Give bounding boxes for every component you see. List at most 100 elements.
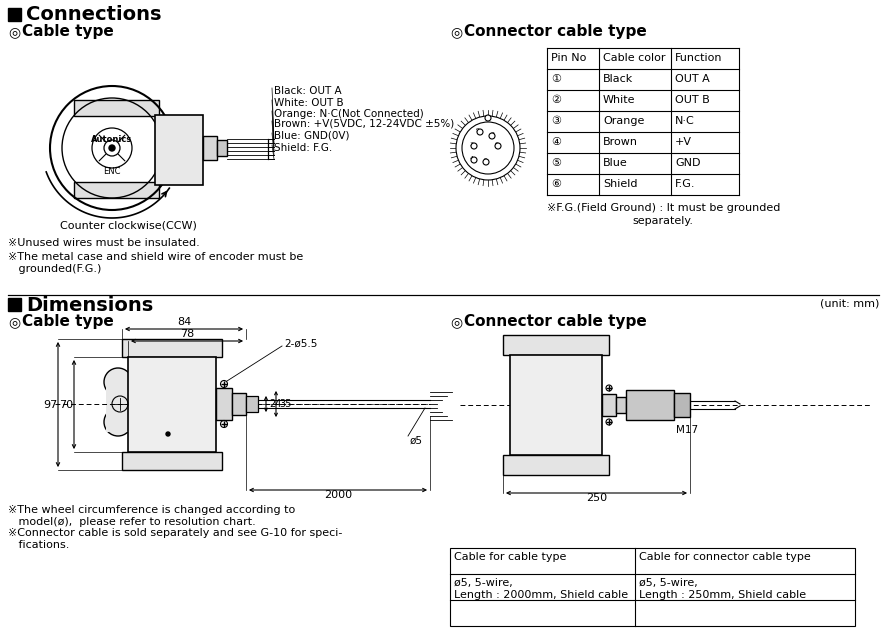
Text: 2000: 2000 [323,490,352,500]
Text: Cable color: Cable color [602,53,664,63]
Text: Blue: Blue [602,158,627,168]
Bar [449,548,854,626]
Bar [502,455,609,475]
Text: 35: 35 [279,399,291,409]
Text: 84: 84 [176,317,190,327]
Text: F.G.: F.G. [674,179,695,189]
Bar [122,452,222,470]
Text: Connector cable type: Connector cable type [463,314,646,329]
Text: ①: ① [550,74,560,84]
Text: ※F.G.(Field Ground) : It must be grounded: ※F.G.(Field Ground) : It must be grounde… [547,203,780,213]
Text: Brown: +V(5VDC, 12-24VDC ±5%): Brown: +V(5VDC, 12-24VDC ±5%) [274,119,454,129]
Text: Cable type: Cable type [22,314,113,329]
Text: Shield: Shield [602,179,637,189]
Text: ※The wheel circumference is changed according to
   model(ø),  please refer to r: ※The wheel circumference is changed acco… [8,505,295,527]
Bar [203,136,217,160]
Text: +V: +V [674,137,691,147]
Bar [106,377,128,432]
Text: Shield: F.G.: Shield: F.G. [274,143,332,153]
Bar [502,335,609,355]
Text: 6: 6 [494,141,498,147]
Text: Autonics: Autonics [91,136,133,145]
Bar [232,393,245,415]
Text: 9: 9 [476,127,479,132]
Circle shape [488,133,494,139]
Circle shape [166,432,170,436]
Text: ø5, 5-wire,
Length : 2000mm, Shield cable: ø5, 5-wire, Length : 2000mm, Shield cabl… [454,578,627,599]
Circle shape [470,157,477,163]
Text: OUT A: OUT A [674,74,709,84]
Bar [128,357,216,452]
Text: ②: ② [550,95,560,105]
Text: ※Connector cable is sold separately and see G-10 for speci-
   fications.: ※Connector cable is sold separately and … [8,528,342,550]
Bar [8,298,21,311]
Text: Connections: Connections [26,5,161,24]
Text: Counter clockwise(CCW): Counter clockwise(CCW) [60,220,197,230]
Text: ◎: ◎ [8,25,20,39]
Circle shape [485,115,491,121]
Circle shape [104,408,132,436]
Text: Black: OUT A: Black: OUT A [274,86,341,96]
Text: ④: ④ [550,137,560,147]
Text: GND: GND [674,158,700,168]
Text: Brown: Brown [602,137,637,147]
Circle shape [483,159,488,165]
Text: ø5: ø5 [409,436,423,446]
Bar [74,182,159,198]
Text: ※The metal case and shield wire of encoder must be
   grounded(F.G.): ※The metal case and shield wire of encod… [8,252,303,274]
Circle shape [104,368,132,396]
Text: ◎: ◎ [8,315,20,329]
Text: 24: 24 [268,399,281,409]
Text: ø5, 5-wire,
Length : 250mm, Shield cable: ø5, 5-wire, Length : 250mm, Shield cable [638,578,805,599]
Bar [245,396,258,412]
Text: Black: Black [602,74,633,84]
Circle shape [470,143,477,149]
Text: ◎: ◎ [449,315,462,329]
Text: 250: 250 [586,493,606,503]
Text: Dimensions: Dimensions [26,296,153,315]
Text: 4: 4 [470,155,473,161]
Text: N·C: N·C [674,116,694,126]
Text: Blue: GND(0V): Blue: GND(0V) [274,131,349,141]
Text: 2-ø5.5: 2-ø5.5 [284,339,317,349]
Text: ※Unused wires must be insulated.: ※Unused wires must be insulated. [8,238,199,248]
Text: ENC: ENC [103,168,120,176]
Bar [74,100,159,116]
Circle shape [455,116,519,180]
Text: Cable type: Cable type [22,24,113,39]
Bar [602,394,615,416]
Bar [122,339,222,357]
Text: Cable for cable type: Cable for cable type [454,552,566,562]
Text: Connector cable type: Connector cable type [463,24,646,39]
Circle shape [494,143,501,149]
Text: (unit: mm): (unit: mm) [819,298,878,308]
Text: Function: Function [674,53,722,63]
Text: Cable for connector cable type: Cable for connector cable type [638,552,810,562]
Bar [155,115,203,185]
Text: 5: 5 [484,157,487,162]
Text: Orange: N·C(Not Connected): Orange: N·C(Not Connected) [274,109,424,119]
Text: 78: 78 [180,329,194,339]
Circle shape [462,122,513,174]
Bar [509,355,602,455]
Text: Pin No: Pin No [550,53,586,63]
Bar [626,390,673,420]
Text: separately.: separately. [632,216,692,226]
Bar [673,393,689,417]
Text: ③: ③ [550,116,560,126]
Text: ◎: ◎ [449,25,462,39]
Circle shape [477,129,483,135]
Text: OUT B: OUT B [674,95,709,105]
Text: 2: 2 [491,131,494,136]
Text: ⑤: ⑤ [550,158,560,168]
Text: 70: 70 [58,399,73,410]
Bar [615,397,626,413]
Text: White: OUT B: White: OUT B [274,98,343,108]
Text: M17: M17 [675,425,697,435]
Text: White: White [602,95,634,105]
Text: ⑥: ⑥ [550,179,560,189]
Text: Orange: Orange [602,116,643,126]
Text: 3: 3 [470,141,473,147]
Text: 97: 97 [43,399,57,410]
Bar [8,8,21,21]
